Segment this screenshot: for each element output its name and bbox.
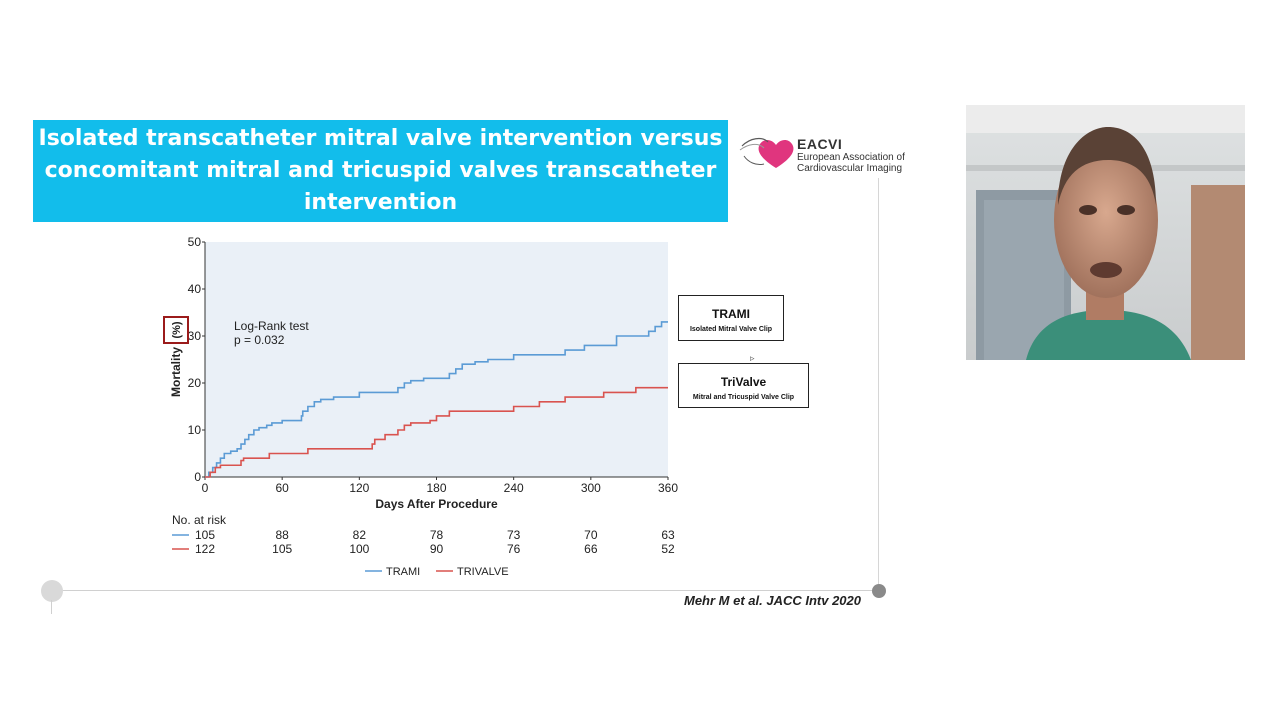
legend-trivalve-label: TRIVALVE <box>457 566 509 578</box>
x-tick-label: 300 <box>581 481 601 495</box>
y-axis-unit: (%) <box>171 321 183 338</box>
at-risk-trami-value: 73 <box>507 528 521 542</box>
at-risk-trivalve-value: 105 <box>272 542 292 556</box>
timeline-tick <box>51 600 52 614</box>
y-axis-label: Mortality <box>169 347 183 397</box>
at-risk-trami-value: 63 <box>661 528 675 542</box>
at-risk-trivalve-value: 52 <box>661 542 675 556</box>
legend-trami-label: TRAMI <box>386 566 420 578</box>
slide-title-line-3: intervention <box>303 190 458 215</box>
trivalve-box-title: TriValve <box>720 375 767 389</box>
at-risk-trami-value: 70 <box>584 528 598 542</box>
timeline-dot-left <box>41 580 63 602</box>
y-tick-label: 10 <box>188 423 202 437</box>
x-tick-label: 360 <box>658 481 678 495</box>
webcam-video-feed <box>966 105 1245 360</box>
at-risk-trivalve-value: 90 <box>430 542 444 556</box>
highlight-box <box>163 316 189 344</box>
at-risk-trivalve-value: 100 <box>349 542 369 556</box>
logo-brand: EACVI <box>797 136 843 152</box>
at-risk-trivalve-value: 66 <box>584 542 598 556</box>
citation: Mehr M et al. JACC Intv 2020 <box>684 593 861 608</box>
logo-text: EACVI European Association of Cardiovasc… <box>797 136 905 174</box>
eacvi-logo <box>739 137 794 168</box>
logrank-label: Log-Rank test <box>234 319 309 333</box>
at-risk-trivalve-value: 76 <box>507 542 521 556</box>
y-tick-label: 50 <box>188 235 202 249</box>
at-risk-label: No. at risk <box>172 513 227 527</box>
logo-line-2: Cardiovascular Imaging <box>797 163 903 174</box>
logrank-p-value: p = 0.032 <box>234 333 285 347</box>
at-risk-trivalve-value: 122 <box>195 542 215 556</box>
mouse-cursor-icon: ▹ <box>750 353 755 363</box>
x-tick-label: 180 <box>426 481 446 495</box>
bottom-divider <box>52 590 878 591</box>
x-tick-label: 0 <box>202 481 209 495</box>
trami-box: TRAMI Isolated Mitral Valve Clip <box>678 295 784 341</box>
x-tick-label: 60 <box>275 481 289 495</box>
plot-background <box>205 242 668 477</box>
at-risk-trami-value: 78 <box>430 528 444 542</box>
slide-title-line-1: Isolated transcatheter mitral valve inte… <box>38 126 723 151</box>
x-axis-label: Days After Procedure <box>375 497 498 511</box>
trivalve-box-subtitle: Mitral and Tricuspid Valve Clip <box>692 394 795 401</box>
kaplan-meier-chart: 0 10 20 30 40 50 0 60 120 180 240 300 360 Days After … <box>163 235 678 578</box>
at-risk-trami-value: 88 <box>275 528 289 542</box>
timeline-dot-right <box>872 584 886 598</box>
series-trivalve-line <box>205 386 668 478</box>
x-tick-label: 120 <box>349 481 369 495</box>
trami-box-subtitle: Isolated Mitral Valve Clip <box>689 326 773 333</box>
y-tick-label: 20 <box>188 376 202 390</box>
y-tick-label: 30 <box>188 329 202 343</box>
vertical-divider <box>878 178 879 588</box>
series-trami-line <box>205 321 668 478</box>
x-tick-label: 240 <box>504 481 524 495</box>
trami-box-title: TRAMI <box>712 307 750 321</box>
trivalve-box: TriValve Mitral and Tricuspid Valve Clip <box>678 363 809 408</box>
slide-title-banner: Isolated transcatheter mitral valve inte… <box>33 120 728 222</box>
heart-icon <box>758 139 794 168</box>
slide-title-line-2: concomitant mitral and tricuspid valves … <box>44 158 717 183</box>
logo-line-1: European Association of <box>797 152 905 163</box>
at-risk-trami-value: 82 <box>353 528 367 542</box>
y-tick-label: 40 <box>188 282 202 296</box>
at-risk-trami-value: 105 <box>195 528 215 542</box>
y-tick-label: 0 <box>194 470 201 484</box>
